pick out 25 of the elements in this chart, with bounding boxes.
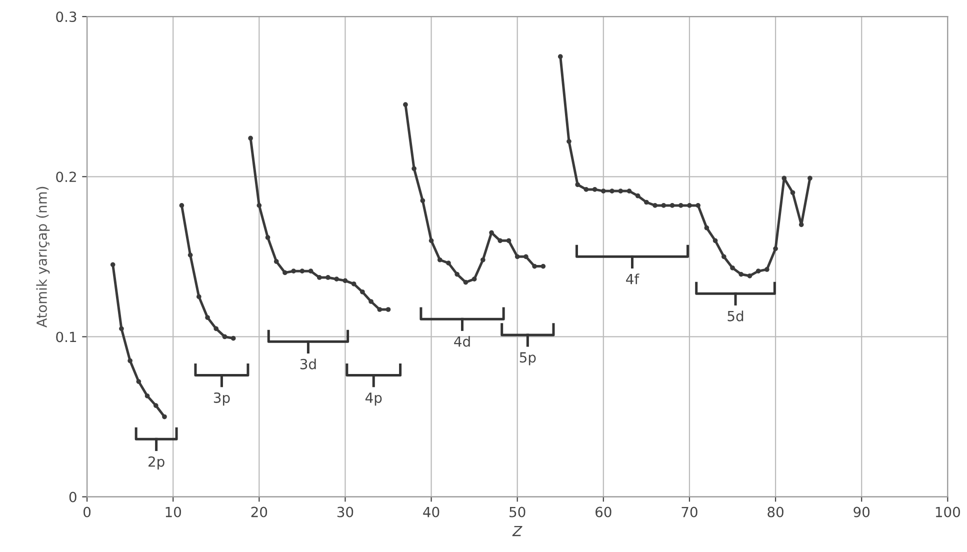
x-tick-label: 70 [682, 506, 698, 518]
x-tick-label: 90 [854, 506, 870, 518]
y-tick-label: 0.2 [56, 172, 76, 182]
annotation: 5p [520, 352, 536, 366]
x-tick-label: 100 [936, 506, 960, 518]
annotation: 4d [454, 336, 470, 347]
x-tick-label: 60 [596, 506, 612, 518]
annotation: 5d [728, 310, 744, 322]
x-tick-label: 30 [337, 506, 354, 518]
x-tick-label: 10 [166, 506, 182, 518]
annotation: 4p [365, 392, 382, 406]
y-axis-title: Atomik yarıçap (nm) [36, 186, 50, 328]
y-tick-label: 0 [69, 492, 76, 502]
y-tick-label: 0.1 [56, 332, 76, 342]
x-tick-label: 50 [510, 506, 526, 518]
x-tick-label: 20 [251, 506, 268, 518]
y-tick-label: 0.3 [56, 12, 76, 22]
x-tick-label: 0 [84, 506, 91, 518]
x-tick-label: 80 [768, 506, 784, 518]
annotation: 3p [214, 392, 230, 406]
x-axis-title: Z [512, 526, 522, 536]
x-tick-label: 40 [423, 506, 440, 518]
annotation: 4f [626, 274, 640, 284]
annotation: 2p [148, 456, 164, 470]
annotation: 3d [300, 358, 316, 370]
